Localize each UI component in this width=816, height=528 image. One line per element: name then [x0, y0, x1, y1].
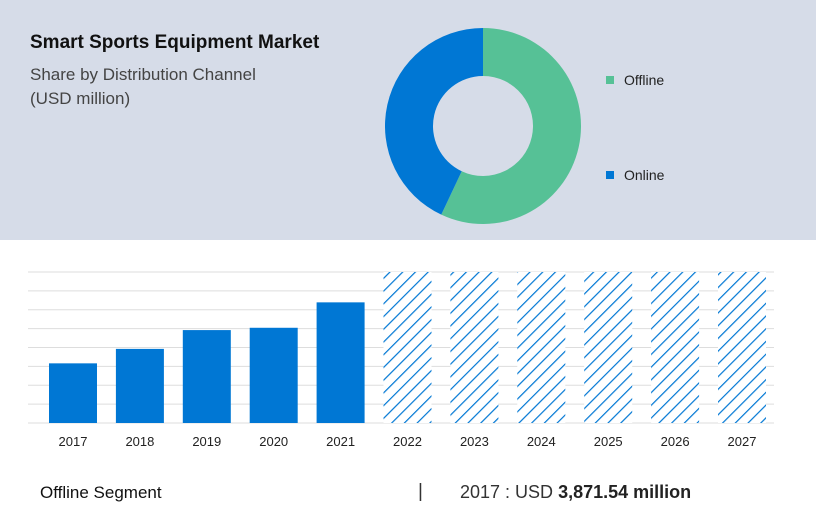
bar-chart: 2017 2018 2019 2020 2021 2022 2023 2024 2025 2026…: [28, 271, 774, 449]
donut-chart: [385, 28, 581, 224]
footer-segment-label: Offline Segment: [40, 483, 162, 502]
footer-year-prefix: 2017 : USD: [460, 482, 554, 502]
x-tick-label: 2027: [728, 434, 757, 449]
bar-forecast-2023: [450, 272, 499, 423]
subtitle-line-2: (USD million): [30, 89, 131, 108]
bar-2020: [249, 327, 298, 423]
bar-forecast-2024: [517, 272, 566, 423]
x-tick-label: 2025: [594, 434, 623, 449]
chart-title: Smart Sports Equipment Market: [30, 32, 320, 53]
x-tick-label: 2024: [527, 434, 556, 449]
footer-value: 2017 : USD 3,871.54 million: [460, 482, 691, 503]
bar-2021: [316, 302, 365, 423]
legend-swatch-offline: [606, 76, 614, 84]
bar-2018: [115, 348, 164, 423]
bar-forecast-2027: [718, 272, 766, 423]
x-tick-label: 2023: [460, 434, 489, 449]
bar-forecast-2022: [383, 272, 432, 423]
x-tick-label: 2017: [59, 434, 88, 449]
x-tick-label: 2021: [326, 434, 355, 449]
legend-swatch-online: [606, 171, 614, 179]
legend-item-online: Online: [606, 167, 664, 183]
x-tick-label: 2022: [393, 434, 422, 449]
footer-separator: |: [418, 481, 423, 502]
footer-value-amount: 3,871.54 million: [558, 482, 692, 502]
legend-label-online: Online: [624, 167, 665, 183]
header-band: Smart Sports Equipment Market Share by D…: [0, 0, 816, 240]
chart-subtitle: Share by Distribution Channel (USD milli…: [30, 63, 350, 111]
x-tick-label: 2018: [125, 434, 154, 449]
donut-slice-offline: [441, 28, 581, 224]
legend-item-offline: Offline: [606, 72, 664, 88]
subtitle-line-1: Share by Distribution Channel: [30, 65, 256, 84]
x-tick-label: 2019: [192, 434, 221, 449]
bar-2017: [49, 363, 97, 423]
bar-forecast-2025: [584, 272, 633, 423]
donut-slice-online: [385, 28, 483, 215]
bar-2019: [182, 330, 231, 423]
legend-label-offline: Offline: [624, 72, 665, 88]
bar-forecast-2026: [651, 272, 700, 423]
x-tick-label: 2026: [661, 434, 690, 449]
x-tick-label: 2020: [259, 434, 288, 449]
